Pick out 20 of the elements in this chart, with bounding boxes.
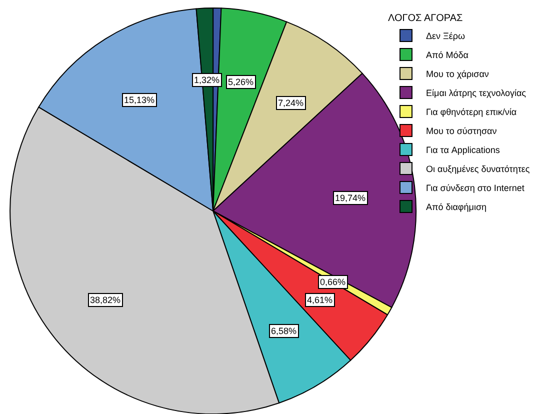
data-label: 7,24% [278,98,304,108]
legend-title: ΛΟΓΟΣ ΑΓΟΡΑΣ [388,13,463,24]
legend-label: Είμαι λάτρης τεχνολογίας [426,88,527,98]
data-label: 4,61% [307,295,333,305]
legend-label: Μου το χάρισαν [426,69,490,80]
legend-label: Για φθηνότερη επικ/νία [426,107,517,118]
data-label: 5,26% [228,77,254,87]
legend-label: Μου το σύστησαν [426,126,498,136]
data-label: 0,66% [320,277,346,287]
legend-label: Δεν Ξέρω [426,31,466,42]
data-label: 19,74% [335,193,366,203]
legend-label: Από Μόδα [426,50,468,60]
data-label: 15,13% [124,95,155,105]
data-label: 38,82% [90,295,121,305]
legend-label: Από διαφήμιση [426,202,487,212]
legend-label: Για τα Applications [426,145,500,156]
legend-label: Για σύνδεση στο Internet [426,183,525,194]
legend-label: Οι αυξημένες δυνατότητες [426,164,530,174]
data-label: 6,58% [271,326,297,336]
data-label: 1,32% [194,75,220,85]
